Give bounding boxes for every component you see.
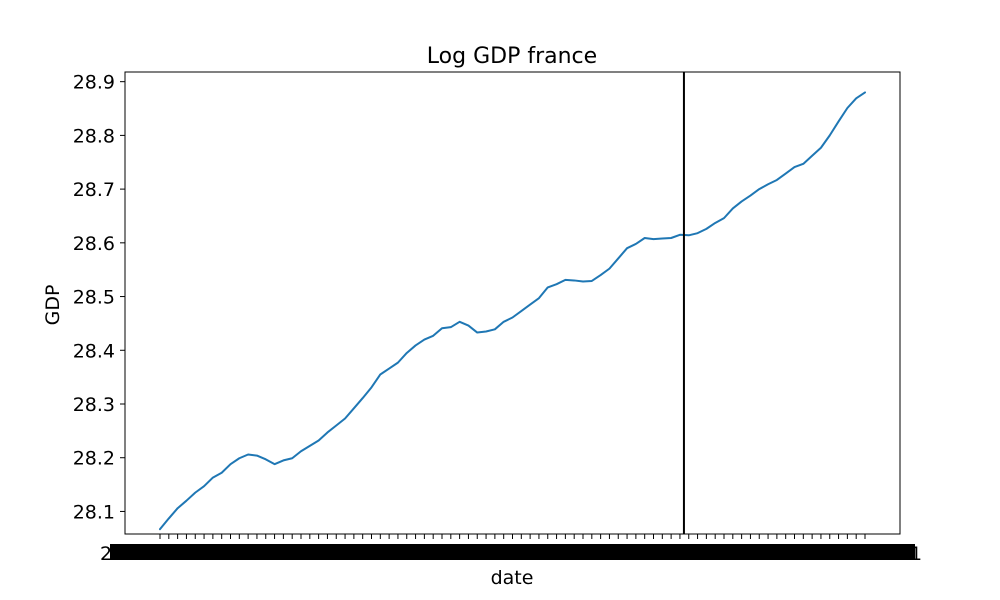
y-tick-label: 28.3 bbox=[73, 394, 115, 416]
x-tick-labels: 2 1 bbox=[100, 543, 922, 565]
y-tick-label: 28.4 bbox=[73, 340, 115, 362]
y-tick-label: 28.8 bbox=[73, 125, 115, 147]
x-tick-label-band bbox=[110, 544, 915, 560]
y-axis-label: GDP bbox=[42, 285, 64, 326]
x-ticks bbox=[159, 534, 866, 539]
x-axis-label: date bbox=[491, 567, 534, 589]
y-tick-label: 28.1 bbox=[73, 501, 115, 523]
y-tick-label: 28.2 bbox=[73, 448, 115, 470]
y-tick-label: 28.9 bbox=[73, 72, 115, 94]
chart-title: Log GDP france bbox=[427, 44, 597, 69]
plot-frame bbox=[124, 71, 901, 535]
y-tick-label: 28.6 bbox=[73, 233, 115, 255]
gdp-series-line bbox=[159, 91, 866, 531]
y-tick-label: 28.7 bbox=[73, 179, 115, 201]
x-tick-label-last: 1 bbox=[910, 543, 922, 565]
y-tick-label: 28.5 bbox=[73, 287, 115, 309]
x-tick-label-first: 2 bbox=[100, 543, 112, 565]
y-ticks: 28.1 28.2 28.3 28.4 28.5 28.6 28.7 28.8 28.9 bbox=[73, 72, 125, 523]
